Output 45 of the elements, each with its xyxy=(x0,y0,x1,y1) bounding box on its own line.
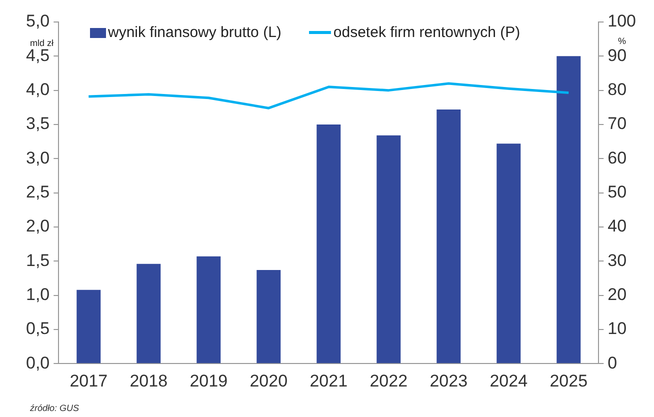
y2-tick-label: 10 xyxy=(608,319,627,338)
x-tick-label: 2021 xyxy=(310,371,348,390)
bar xyxy=(436,109,461,364)
x-tick-label: 2023 xyxy=(430,371,468,390)
text: źródło: GUS xyxy=(30,403,80,413)
y2-tick-label: 80 xyxy=(608,80,627,100)
y2-tick-label: 100 xyxy=(608,12,636,31)
y-tick-label: 3,5 xyxy=(26,114,50,134)
y2-tick-label: 20 xyxy=(608,284,627,304)
bar xyxy=(76,290,101,364)
y-axis-title: mld zł xyxy=(30,38,54,48)
y2-tick-label: 0 xyxy=(608,353,618,372)
y-tick-label: 4,0 xyxy=(26,80,50,100)
bar xyxy=(496,144,521,364)
x-tick-label: 2025 xyxy=(550,371,588,390)
y2-tick-label: 50 xyxy=(608,182,627,202)
x-tick-label: 2024 xyxy=(490,371,528,390)
y-tick-label: 0,0 xyxy=(26,353,50,372)
y2-tick-label: 30 xyxy=(608,250,627,270)
x-tick-label: 2019 xyxy=(190,371,228,390)
y-tick-label: 1,0 xyxy=(26,284,50,304)
y2-tick-label: 40 xyxy=(608,216,627,236)
y-tick-label: 4,5 xyxy=(26,46,50,65)
y2-tick-label: 90 xyxy=(608,46,627,65)
y-tick-label: 2,5 xyxy=(26,182,50,202)
y-tick-label: 1,5 xyxy=(26,250,50,270)
bar xyxy=(136,264,161,364)
y-tick-label: 2,0 xyxy=(26,216,50,236)
y-tick-label: 0,5 xyxy=(26,319,50,338)
y-tick-label: 5,0 xyxy=(26,12,50,31)
x-tick-label: 2017 xyxy=(70,371,108,390)
bar xyxy=(256,270,281,364)
x-tick-label: 2018 xyxy=(130,371,168,390)
legend-label: wynik finansowy brutto (L) xyxy=(108,24,282,41)
bar xyxy=(556,56,581,364)
bar xyxy=(196,256,221,364)
x-tick-label: 2020 xyxy=(250,371,288,390)
bar xyxy=(316,124,341,364)
x-tick-label: 2022 xyxy=(370,371,408,390)
y2-tick-label: 70 xyxy=(608,114,627,134)
y2-axis-title: % xyxy=(618,36,626,46)
bar xyxy=(376,135,401,364)
y2-tick-label: 60 xyxy=(608,148,627,168)
legend-label: odsetek firm rentownych (P) xyxy=(333,24,520,41)
y-tick-label: 3,0 xyxy=(26,148,50,168)
